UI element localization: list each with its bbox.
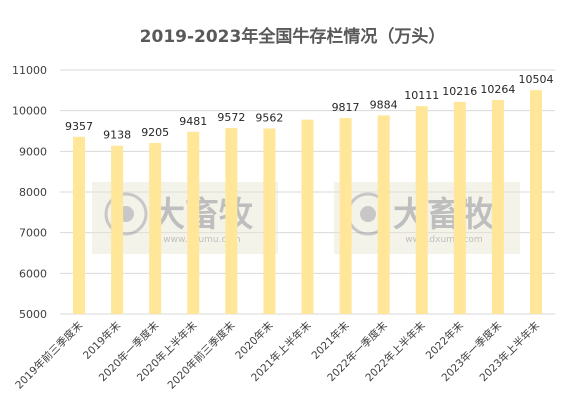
- data-label: 9817: [332, 101, 360, 114]
- data-label: 9572: [217, 111, 245, 124]
- bar: [453, 101, 466, 315]
- watermark-logo-icon: [104, 192, 148, 236]
- data-label: 9357: [65, 120, 93, 133]
- watermark-brand: 大畜牧: [393, 195, 496, 235]
- bar: [377, 115, 390, 314]
- bar: [187, 131, 200, 314]
- data-label: 9205: [141, 126, 169, 139]
- watermark-brand: 大畜牧: [151, 195, 254, 235]
- watermark-url: www.dxumu.com: [405, 235, 482, 245]
- watermark-url: www.dxumu.com: [163, 235, 240, 245]
- bar: [415, 106, 428, 314]
- bar: [339, 118, 352, 314]
- bar: [225, 128, 238, 314]
- y-tick-label: 11000: [12, 64, 47, 77]
- y-tick-label: 8000: [19, 186, 47, 199]
- y-axis-ticks: 5000 6000 7000 8000 9000 10000 11000: [12, 64, 47, 321]
- bar: [263, 128, 276, 314]
- bar: [111, 145, 124, 314]
- data-label: 9481: [179, 115, 207, 128]
- bar: [491, 99, 504, 314]
- y-tick-label: 7000: [19, 227, 47, 240]
- x-axis-ticks: 2019年前三季度末2019年末2020年一季度末2020年上半年末2020年前…: [13, 319, 543, 392]
- bar: [73, 136, 86, 314]
- y-tick-label: 9000: [19, 145, 47, 158]
- data-label: 10216: [442, 85, 477, 98]
- data-label: 9138: [103, 129, 131, 142]
- bar: [529, 90, 542, 314]
- x-tick-label: 2020年前三季度末: [165, 319, 238, 392]
- y-tick-label: 10000: [12, 105, 47, 118]
- bars: [73, 90, 542, 315]
- bar: [301, 119, 314, 315]
- y-tick-label: 6000: [19, 267, 47, 280]
- data-label: 10504: [518, 73, 553, 86]
- bar: [149, 142, 162, 314]
- chart-title: 2019-2023年全国牛存栏情况（万头）: [139, 27, 446, 47]
- watermark-logo-dot-icon: [360, 206, 376, 222]
- y-tick-label: 5000: [19, 308, 47, 321]
- data-label: 10264: [480, 83, 515, 96]
- data-label: 9562: [255, 111, 283, 124]
- data-label: 9884: [370, 98, 398, 111]
- x-tick-label: 2019年前三季度末: [13, 319, 86, 392]
- data-label: 10111: [404, 89, 439, 102]
